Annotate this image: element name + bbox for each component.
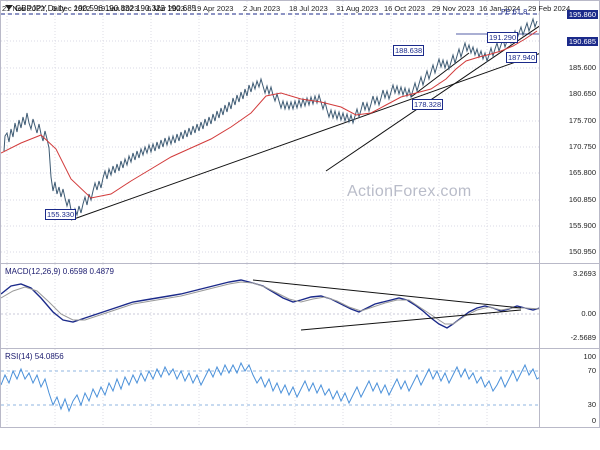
rsi-axis[interactable]: 100 70 30 0: [539, 349, 599, 427]
time-tick-0: 21 Nov 2022: [2, 4, 45, 13]
time-tick-5: 2 Jun 2023: [243, 4, 281, 13]
price-marker-191290: 191.290: [487, 32, 519, 43]
rsi-panel-header: RSI(14) 54.0856: [5, 352, 64, 361]
macd-axis-label-min: -2.5689: [570, 333, 596, 342]
macd-plot[interactable]: [1, 264, 539, 348]
axis-label-175700: 175.700: [568, 116, 596, 125]
axis-label-155900: 155.900: [568, 221, 596, 230]
price-marker-188638: 188.638: [393, 45, 425, 56]
macd-axis-label-zero: 0.00: [581, 309, 596, 318]
time-tick-10: 16 Jan 2024: [479, 4, 521, 13]
price-panel: GBPJPY,Daily 190.596 190.832 190.323 190…: [0, 0, 600, 264]
time-tick-4: 19 Apr 2023: [193, 4, 234, 13]
ohlc-values: 190.596 190.832 190.323 190.685: [73, 4, 197, 13]
chevron-down-icon[interactable]: [5, 5, 13, 10]
time-tick-6: 18 Jul 2023: [289, 4, 328, 13]
rsi-panel: RSI(14) 54.0856: [0, 348, 600, 428]
symbol-label: GBPJPY,Daily: [15, 4, 66, 13]
time-tick-11: 29 Feb 2024: [528, 4, 571, 13]
time-tick-7: 31 Aug 2023: [336, 4, 379, 13]
axis-label-195860: 195.860: [566, 10, 598, 19]
axis-label-current-price: 190.685: [566, 37, 598, 46]
time-tick-2: 19 Jan 2023: [97, 4, 139, 13]
axis-label-185600: 185.600: [568, 63, 596, 72]
price-panel-header: GBPJPY,Daily 190.596 190.832 190.323 190…: [15, 4, 196, 13]
price-marker-187940: 187.940: [506, 52, 538, 63]
time-tick-9: 29 Nov 2023: [432, 4, 475, 13]
time-tick-8: 16 Oct 2023: [384, 4, 425, 13]
macd-panel: MACD(12,26,9) 0.6598 0.4879: [0, 263, 600, 349]
rsi-axis-label-0: 0: [591, 416, 596, 425]
axis-label-150950: 150.950: [568, 247, 596, 256]
watermark-text: ActionForex.com: [347, 183, 472, 200]
rsi-axis-label-70: 70: [587, 366, 596, 375]
time-axis[interactable]: 21 Nov 2022 6 Dec 2022 19 Jan 2023 6 Mar…: [0, 0, 600, 23]
macd-panel-header: MACD(12,26,9) 0.6598 0.4879: [5, 267, 114, 276]
price-marker-178328: 178.328: [412, 99, 444, 110]
axis-label-160850: 160.850: [568, 195, 596, 204]
rsi-axis-label-30: 30: [587, 400, 596, 409]
price-marker-155330: 155.330: [45, 209, 77, 220]
rsi-axis-label-100: 100: [583, 352, 596, 361]
price-axis[interactable]: 195.860 190.685 185.600 180.650 175.700 …: [539, 1, 599, 263]
fe-618-label: FE 61.8: [501, 7, 528, 16]
macd-axis-label-max: 3.2693: [573, 269, 596, 278]
axis-label-180650: 180.650: [568, 89, 596, 98]
rsi-plot[interactable]: [1, 349, 539, 427]
price-plot[interactable]: ActionForex.com 188.638 191.290 187.940 …: [1, 1, 539, 263]
macd-axis[interactable]: 3.2693 0.00 -2.5689: [539, 264, 599, 348]
time-tick-1: 6 Dec 2022: [52, 4, 91, 13]
axis-label-165800: 165.800: [568, 168, 596, 177]
time-tick-3: 6 Mar 2023: [147, 4, 185, 13]
axis-label-170750: 170.750: [568, 142, 596, 151]
